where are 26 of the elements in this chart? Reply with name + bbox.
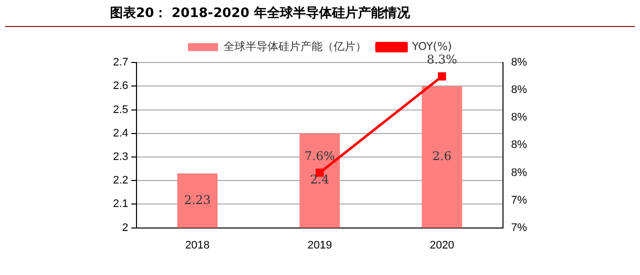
- y-tick-label: 2.3: [112, 151, 128, 164]
- y-tick-label: 2.7: [112, 56, 128, 69]
- x-tick-label: 2019: [307, 239, 332, 252]
- data-label: 8.3%: [426, 52, 458, 66]
- y-tick-label: 2.4: [112, 127, 128, 140]
- legend-label: YOY(%): [411, 40, 452, 53]
- y-tick-label: 2.6: [112, 80, 128, 92]
- y2-tick-label: 8%: [511, 139, 528, 152]
- y-tick-label: 2.2: [112, 174, 128, 187]
- y2-tick-label: 8%: [511, 166, 528, 179]
- data-label: 2.6: [432, 149, 452, 164]
- y-tick-label: 2.1: [112, 198, 128, 210]
- data-label: 2.23: [184, 192, 211, 207]
- data-label: 2.4: [310, 172, 330, 187]
- y2-tick-label: 7%: [511, 222, 528, 234]
- data-label: 7.6%: [304, 148, 335, 163]
- y2-tick-label: 8%: [511, 56, 528, 69]
- chart-title: 图表20： 2018-2020 年全球半导体硅片产能情况: [110, 5, 411, 22]
- x-tick-label: 2020: [430, 239, 454, 252]
- x-tick-label: 2018: [185, 239, 210, 252]
- y2-tick-label: 8%: [511, 84, 528, 96]
- y2-tick-label: 8%: [511, 112, 528, 124]
- y2-tick-label: 7%: [511, 194, 528, 206]
- legend-label: 全球半导体硅片产能（亿片）: [224, 40, 367, 53]
- y-tick-label: 2.5: [112, 104, 128, 116]
- y-tick-label: 2: [122, 222, 128, 234]
